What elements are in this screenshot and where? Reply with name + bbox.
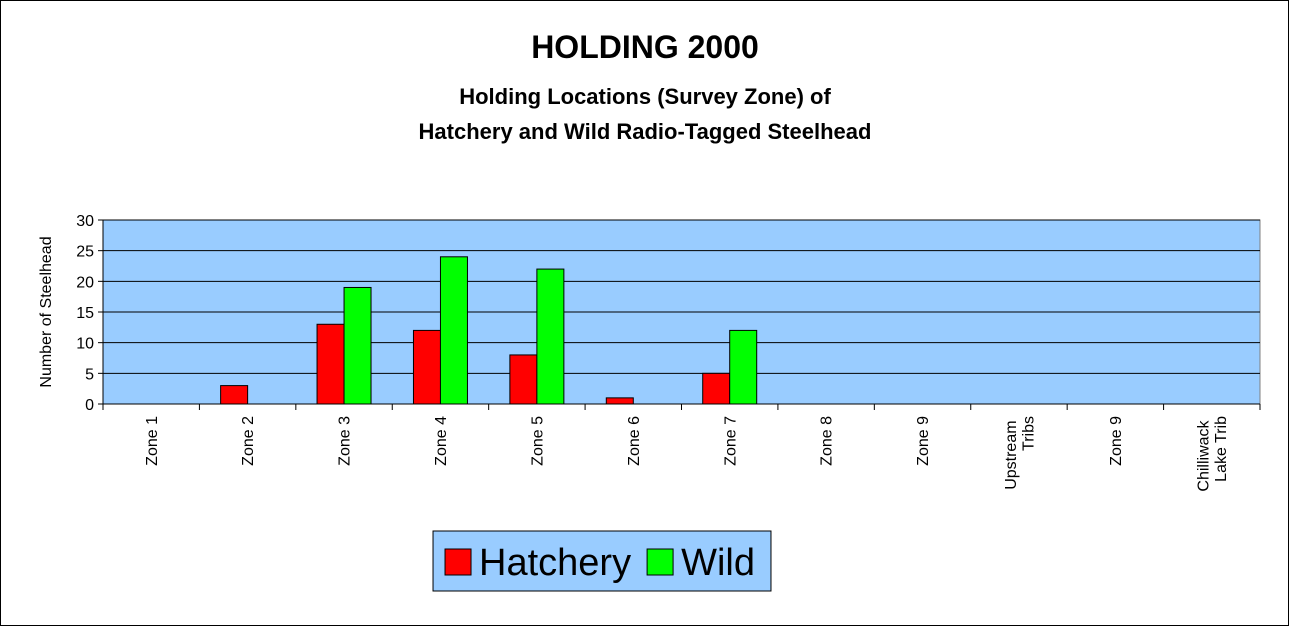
bar xyxy=(729,329,758,405)
y-tick-label: 30 xyxy=(76,213,94,230)
y-tick-label: 15 xyxy=(76,305,94,322)
x-tick-label: Zone 1 xyxy=(144,416,161,466)
bar xyxy=(702,372,731,405)
x-tick-label: Zone 9 xyxy=(915,416,932,466)
y-tick-label: 0 xyxy=(85,397,94,414)
bar xyxy=(412,329,441,405)
y-axis-label: Number of Steelhead xyxy=(38,236,55,387)
x-tick-label: Zone 3 xyxy=(337,416,354,466)
legend xyxy=(432,530,772,592)
y-tick-label: 5 xyxy=(85,366,94,383)
x-tick-label: Zone 2 xyxy=(240,416,257,466)
x-tick-label: Chilliwack Lake Trib xyxy=(1196,416,1231,492)
x-tick-label: Zone 4 xyxy=(433,416,450,466)
x-tick-label: Zone 7 xyxy=(722,416,739,466)
legend-label: Wild xyxy=(681,542,755,584)
y-tick-label: 10 xyxy=(76,336,94,353)
bar xyxy=(536,268,565,405)
chart-subtitle: Holding Locations (Survey Zone) of xyxy=(459,84,831,109)
bar xyxy=(605,397,634,405)
x-tick-label: Zone 6 xyxy=(626,416,643,466)
legend-swatch xyxy=(646,548,674,576)
legend-label: Hatchery xyxy=(479,542,631,584)
y-tick-label: 20 xyxy=(76,274,94,291)
bar xyxy=(509,354,538,405)
x-tick-label: Upstream Tribs xyxy=(1003,416,1038,490)
chart-title: HOLDING 2000 xyxy=(531,29,759,65)
x-tick-label: Zone 8 xyxy=(819,416,836,466)
bar xyxy=(220,385,249,405)
bar xyxy=(439,256,468,405)
legend-swatch xyxy=(444,548,472,576)
x-tick-label: Zone 9 xyxy=(1108,416,1125,466)
y-tick-label: 25 xyxy=(76,244,94,261)
bar xyxy=(343,286,372,405)
chart-subtitle: Hatchery and Wild Radio-Tagged Steelhead xyxy=(419,119,872,144)
bar xyxy=(316,323,345,405)
x-tick-label: Zone 5 xyxy=(529,416,546,466)
